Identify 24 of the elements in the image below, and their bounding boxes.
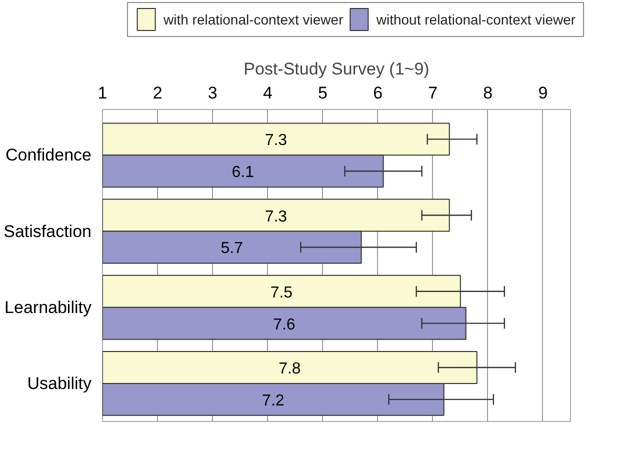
legend-label: without relational-context viewer: [375, 12, 576, 28]
data-label: 7.3: [264, 208, 288, 226]
legend-label: with relational-context viewer: [162, 12, 344, 28]
x-tick-label: 6: [373, 84, 383, 102]
x-tick-label: 2: [152, 84, 162, 102]
x-tick-label: 5: [318, 84, 328, 102]
y-tick-label: Confidence: [5, 146, 92, 165]
data-label: 7.5: [270, 284, 293, 302]
data-label: 7.2: [262, 392, 284, 410]
data-label: 7.6: [273, 316, 296, 334]
data-label: 6.1: [232, 164, 254, 182]
data-label: 7.8: [278, 360, 301, 378]
y-tick-label: Satisfaction: [4, 222, 92, 241]
x-tick-label: 1: [98, 84, 108, 102]
x-tick-label: 3: [208, 84, 218, 102]
y-tick-label: Usability: [27, 374, 92, 393]
chart-title: Post-Study Survey (1~9): [244, 60, 430, 78]
x-tick-label: 7: [428, 84, 438, 102]
data-label: 5.7: [220, 240, 244, 258]
x-tick-label: 8: [483, 84, 493, 102]
x-tick-label: 9: [538, 84, 548, 102]
y-tick-label: Learnability: [4, 298, 92, 317]
data-label: 7.3: [264, 132, 288, 150]
x-tick-label: 4: [262, 84, 272, 102]
